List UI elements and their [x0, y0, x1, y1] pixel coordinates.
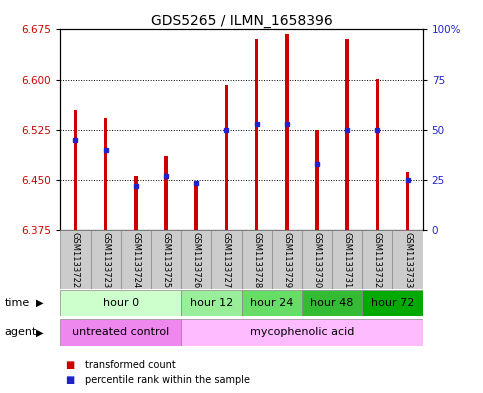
Text: transformed count: transformed count: [85, 360, 175, 370]
Bar: [91, 230, 121, 289]
Text: percentile rank within the sample: percentile rank within the sample: [85, 375, 250, 385]
Bar: [134, 176, 138, 230]
Text: GSM1133727: GSM1133727: [222, 231, 231, 288]
Text: ■: ■: [65, 375, 74, 385]
Text: mycophenolic acid: mycophenolic acid: [250, 327, 354, 338]
Bar: [376, 79, 379, 230]
Bar: [151, 230, 181, 289]
Bar: [60, 230, 91, 289]
Bar: [60, 319, 181, 346]
Text: GSM1133725: GSM1133725: [161, 231, 170, 288]
Text: untreated control: untreated control: [72, 327, 170, 338]
Bar: [406, 172, 410, 230]
Bar: [362, 290, 423, 316]
Bar: [362, 230, 393, 289]
Bar: [181, 319, 423, 346]
Text: agent: agent: [5, 327, 37, 338]
Bar: [73, 110, 77, 230]
Bar: [242, 290, 302, 316]
Text: hour 12: hour 12: [190, 298, 233, 308]
Text: hour 48: hour 48: [311, 298, 354, 308]
Bar: [60, 290, 181, 316]
Bar: [194, 181, 198, 230]
Text: GSM1133722: GSM1133722: [71, 231, 80, 288]
Text: GSM1133733: GSM1133733: [403, 231, 412, 288]
Text: GSM1133724: GSM1133724: [131, 231, 141, 288]
Bar: [181, 230, 212, 289]
Text: hour 24: hour 24: [250, 298, 293, 308]
Text: ■: ■: [65, 360, 74, 370]
Bar: [332, 230, 362, 289]
Text: ▶: ▶: [36, 327, 43, 338]
Bar: [121, 230, 151, 289]
Bar: [242, 230, 271, 289]
Bar: [181, 290, 242, 316]
Text: GDS5265 / ILMN_1658396: GDS5265 / ILMN_1658396: [151, 14, 332, 28]
Bar: [271, 230, 302, 289]
Bar: [225, 85, 228, 230]
Bar: [345, 39, 349, 230]
Bar: [212, 230, 242, 289]
Text: hour 72: hour 72: [371, 298, 414, 308]
Bar: [393, 230, 423, 289]
Text: time: time: [5, 298, 30, 308]
Bar: [164, 156, 168, 230]
Text: GSM1133730: GSM1133730: [313, 231, 322, 288]
Bar: [302, 290, 362, 316]
Text: GSM1133726: GSM1133726: [192, 231, 201, 288]
Text: GSM1133723: GSM1133723: [101, 231, 110, 288]
Text: ▶: ▶: [36, 298, 43, 308]
Text: GSM1133731: GSM1133731: [342, 231, 352, 288]
Bar: [255, 39, 258, 230]
Text: GSM1133732: GSM1133732: [373, 231, 382, 288]
Bar: [104, 118, 108, 230]
Bar: [285, 34, 289, 230]
Bar: [315, 130, 319, 230]
Bar: [302, 230, 332, 289]
Text: GSM1133729: GSM1133729: [282, 231, 291, 288]
Text: GSM1133728: GSM1133728: [252, 231, 261, 288]
Text: hour 0: hour 0: [103, 298, 139, 308]
